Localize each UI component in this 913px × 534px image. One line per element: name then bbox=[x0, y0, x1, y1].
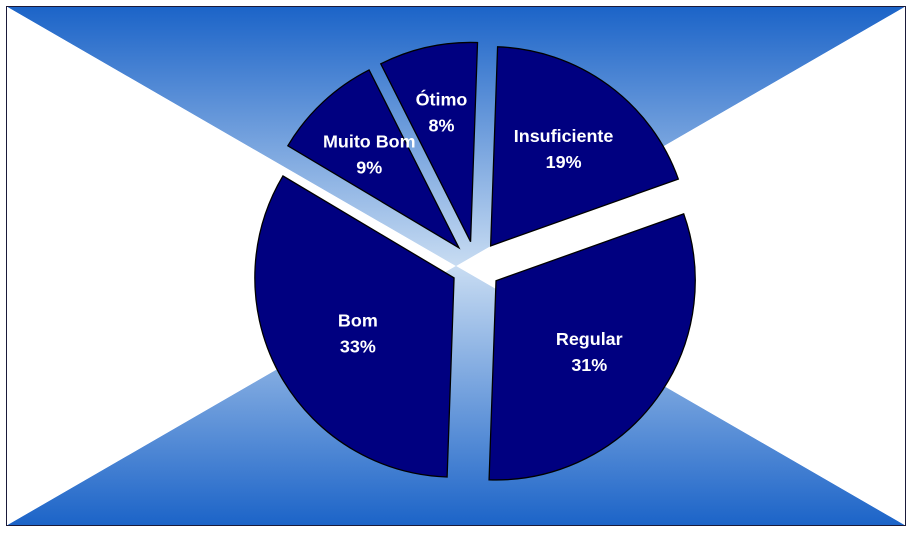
slice-label-otimo: Ótimo bbox=[416, 88, 468, 109]
pie-chart: Insuficiente 19% Regular 31% Bom 33% Muito Bom… bbox=[7, 7, 905, 525]
slice-value-muito-bom: 9% bbox=[356, 158, 382, 178]
slice-label-regular: Regular bbox=[556, 329, 623, 349]
slice-label-insuficiente: Insuficiente bbox=[514, 126, 614, 146]
slice-value-otimo: 8% bbox=[429, 115, 455, 135]
slice-muito-bom bbox=[286, 69, 461, 250]
slice-value-regular: 31% bbox=[571, 355, 607, 375]
slice-bom bbox=[254, 175, 455, 478]
slice-insuficiente bbox=[489, 46, 680, 247]
slice-label-bom: Bom bbox=[338, 310, 378, 330]
chart-frame: Insuficiente 19% Regular 31% Bom 33% Muito Bom… bbox=[6, 6, 906, 526]
slice-regular bbox=[488, 213, 696, 481]
slice-label-muito-bom: Muito Bom bbox=[323, 132, 416, 152]
slice-otimo bbox=[379, 41, 479, 242]
slice-value-bom: 33% bbox=[340, 336, 376, 356]
slice-value-insuficiente: 19% bbox=[546, 152, 582, 172]
